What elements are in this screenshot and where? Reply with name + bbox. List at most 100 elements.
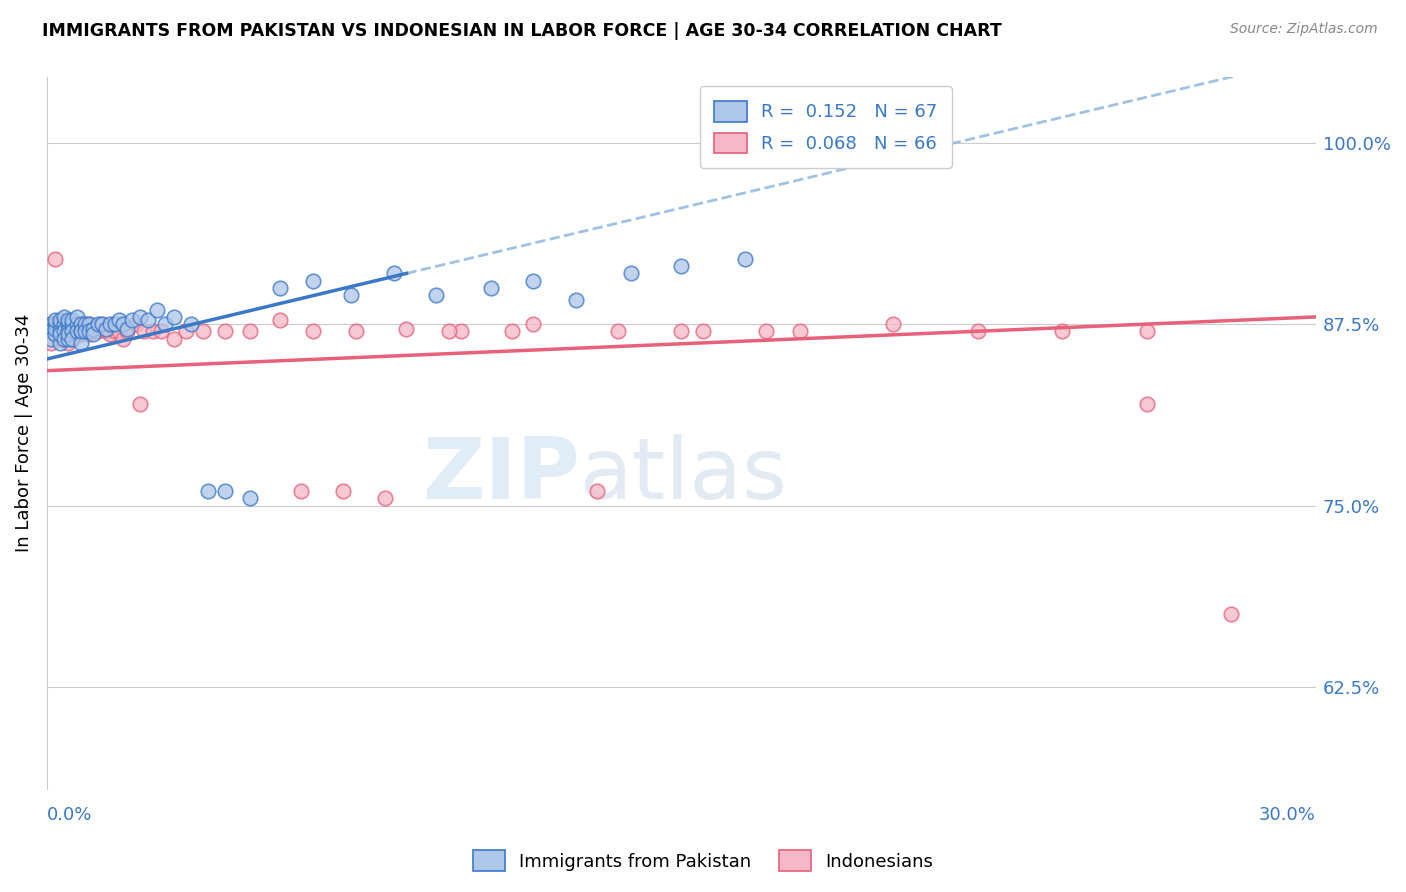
Point (56, 313, 79, 327)
Point (44, 327, 66, 342)
Point (103, 325, 125, 339)
Point (671, 325, 693, 339)
Point (150, 325, 173, 339)
Point (48, 317, 70, 331)
Point (56, 325, 79, 339)
Point (69, 317, 91, 331)
Point (332, 484, 354, 499)
Point (44, 317, 66, 331)
Point (155, 317, 177, 331)
Point (48, 317, 70, 331)
Point (73, 317, 96, 331)
Point (82, 321, 104, 335)
Point (437, 325, 460, 339)
Point (374, 491, 396, 506)
Point (1136, 397, 1159, 411)
Point (56, 317, 79, 331)
Point (138, 313, 160, 327)
Text: ZIP: ZIP (422, 434, 579, 517)
Point (340, 288, 363, 302)
Point (197, 484, 219, 499)
Point (94, 321, 117, 335)
Point (121, 313, 143, 327)
Point (692, 325, 714, 339)
Point (1136, 325, 1159, 339)
Point (39, 336, 62, 351)
Point (382, 266, 405, 280)
Point (522, 274, 544, 288)
Point (755, 325, 778, 339)
Point (60, 313, 83, 327)
Point (1220, 607, 1243, 622)
Point (77, 317, 100, 331)
Point (176, 325, 198, 339)
Point (882, 317, 904, 331)
Point (39, 317, 62, 331)
Point (1050, 325, 1073, 339)
Point (620, 266, 643, 280)
Point (39, 332, 62, 346)
Text: atlas: atlas (579, 434, 787, 517)
Point (44, 317, 66, 331)
Point (60, 325, 83, 339)
Point (73, 317, 96, 331)
Point (522, 317, 544, 331)
Point (56, 336, 79, 351)
Point (129, 397, 152, 411)
Legend: Immigrants from Pakistan, Indonesians: Immigrants from Pakistan, Indonesians (465, 843, 941, 879)
Point (48, 327, 70, 342)
Legend: R =  0.152   N = 67, R =  0.068   N = 66: R = 0.152 N = 67, R = 0.068 N = 66 (700, 87, 952, 168)
Point (39, 317, 62, 331)
Point (214, 325, 236, 339)
Point (48, 336, 70, 351)
Point (39, 325, 62, 339)
Point (77, 327, 100, 342)
Point (302, 325, 325, 339)
Point (77, 317, 100, 331)
Point (134, 325, 156, 339)
Point (69, 317, 91, 331)
Point (180, 317, 202, 331)
Point (60, 332, 83, 346)
Point (117, 325, 139, 339)
Point (86, 317, 108, 331)
Point (56, 332, 79, 346)
Point (56, 317, 79, 331)
Point (86, 325, 108, 339)
Point (269, 281, 291, 295)
Point (290, 484, 312, 499)
Point (125, 317, 148, 331)
Point (450, 325, 472, 339)
Y-axis label: In Labor Force | Age 30-34: In Labor Force | Age 30-34 (15, 314, 32, 552)
Point (52, 317, 75, 331)
Point (789, 325, 811, 339)
Point (69, 327, 91, 342)
Point (77, 325, 100, 339)
Point (90, 317, 112, 331)
Point (48, 325, 70, 339)
Point (60, 325, 83, 339)
Point (734, 252, 756, 266)
Point (44, 313, 66, 327)
Point (103, 317, 125, 331)
Point (69, 325, 91, 339)
Point (44, 321, 66, 335)
Point (112, 317, 135, 331)
Point (44, 252, 66, 266)
Point (82, 327, 104, 342)
Point (239, 491, 262, 506)
Point (193, 325, 215, 339)
Point (73, 325, 96, 339)
Point (90, 317, 112, 331)
Point (163, 310, 186, 324)
Point (395, 321, 418, 335)
Point (108, 325, 131, 339)
Point (52, 310, 75, 324)
Point (586, 484, 609, 499)
Point (48, 332, 70, 346)
Text: 0.0%: 0.0% (46, 806, 93, 824)
Point (69, 336, 91, 351)
Point (425, 288, 447, 302)
Point (52, 317, 75, 331)
Text: Source: ZipAtlas.com: Source: ZipAtlas.com (1230, 22, 1378, 37)
